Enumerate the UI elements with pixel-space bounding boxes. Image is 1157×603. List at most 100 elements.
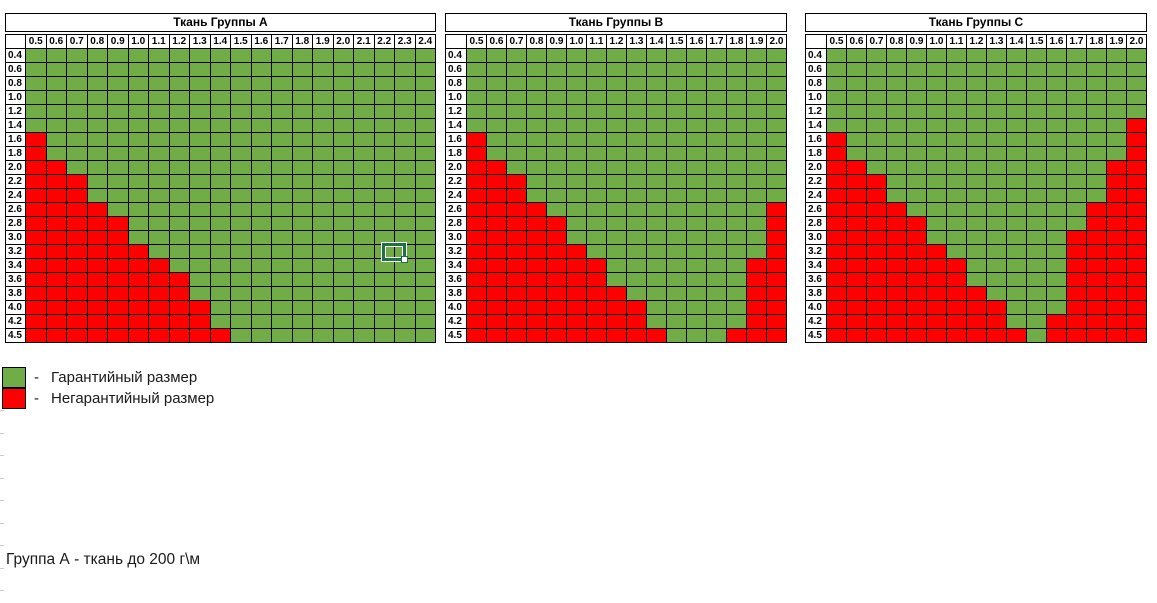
cell-nonguaranteed[interactable]	[826, 272, 847, 287]
cell-guaranteed[interactable]	[86, 104, 108, 119]
cell-guaranteed[interactable]	[66, 132, 88, 147]
cell-guaranteed[interactable]	[312, 216, 334, 231]
cell-guaranteed[interactable]	[966, 174, 987, 189]
cell-guaranteed[interactable]	[209, 300, 231, 315]
row-header[interactable]: 4.0	[805, 300, 827, 315]
row-header[interactable]: 2.6	[805, 202, 827, 217]
cell-nonguaranteed[interactable]	[866, 216, 887, 231]
cell-guaranteed[interactable]	[332, 104, 354, 119]
cell-guaranteed[interactable]	[271, 188, 293, 203]
cell-nonguaranteed[interactable]	[1126, 244, 1147, 259]
cell-guaranteed[interactable]	[168, 90, 190, 105]
cell-guaranteed[interactable]	[394, 174, 416, 189]
cell-guaranteed[interactable]	[1086, 104, 1107, 119]
cell-guaranteed[interactable]	[506, 132, 527, 147]
cell-guaranteed[interactable]	[626, 90, 647, 105]
cell-nonguaranteed[interactable]	[906, 286, 927, 301]
cell-guaranteed[interactable]	[546, 202, 567, 217]
col-header[interactable]: 2.2	[373, 34, 395, 49]
cell-guaranteed[interactable]	[127, 216, 149, 231]
cell-guaranteed[interactable]	[606, 132, 627, 147]
cell-nonguaranteed[interactable]	[45, 202, 67, 217]
row-header[interactable]: 2.4	[805, 188, 827, 203]
cell-nonguaranteed[interactable]	[546, 230, 567, 245]
cell-nonguaranteed[interactable]	[466, 258, 487, 273]
col-header[interactable]: 0.7	[866, 34, 887, 49]
cell-guaranteed[interactable]	[353, 48, 375, 63]
cell-guaranteed[interactable]	[1006, 90, 1027, 105]
cell-guaranteed[interactable]	[332, 230, 354, 245]
cell-guaranteed[interactable]	[168, 104, 190, 119]
cell-nonguaranteed[interactable]	[826, 286, 847, 301]
cell-guaranteed[interactable]	[586, 146, 607, 161]
cell-guaranteed[interactable]	[866, 160, 887, 175]
cell-guaranteed[interactable]	[271, 76, 293, 91]
cell-nonguaranteed[interactable]	[209, 328, 231, 343]
cell-guaranteed[interactable]	[189, 48, 211, 63]
cell-guaranteed[interactable]	[373, 90, 395, 105]
col-header[interactable]: 1.3	[189, 34, 211, 49]
cell-guaranteed[interactable]	[107, 48, 129, 63]
cell-guaranteed[interactable]	[230, 272, 252, 287]
cell-guaranteed[interactable]	[250, 104, 272, 119]
cell-guaranteed[interactable]	[1006, 286, 1027, 301]
cell-guaranteed[interactable]	[686, 132, 707, 147]
cell-guaranteed[interactable]	[1086, 132, 1107, 147]
cell-guaranteed[interactable]	[1066, 104, 1087, 119]
cell-nonguaranteed[interactable]	[746, 258, 767, 273]
cell-guaranteed[interactable]	[566, 160, 587, 175]
cell-guaranteed[interactable]	[291, 300, 313, 315]
cell-guaranteed[interactable]	[826, 62, 847, 77]
cell-nonguaranteed[interactable]	[906, 314, 927, 329]
cell-guaranteed[interactable]	[1006, 104, 1027, 119]
cell-guaranteed[interactable]	[546, 48, 567, 63]
cell-guaranteed[interactable]	[726, 76, 747, 91]
cell-guaranteed[interactable]	[766, 62, 787, 77]
cell-guaranteed[interactable]	[312, 230, 334, 245]
cell-guaranteed[interactable]	[486, 90, 507, 105]
cell-guaranteed[interactable]	[1026, 314, 1047, 329]
cell-guaranteed[interactable]	[373, 160, 395, 175]
cell-nonguaranteed[interactable]	[846, 258, 867, 273]
cell-guaranteed[interactable]	[1066, 216, 1087, 231]
col-header[interactable]: 2.1	[353, 34, 375, 49]
cell-guaranteed[interactable]	[209, 160, 231, 175]
cell-nonguaranteed[interactable]	[766, 272, 787, 287]
cell-nonguaranteed[interactable]	[866, 328, 887, 343]
cell-guaranteed[interactable]	[1046, 244, 1067, 259]
row-header[interactable]: 2.6	[445, 202, 467, 217]
cell-guaranteed[interactable]	[373, 76, 395, 91]
cell-guaranteed[interactable]	[706, 258, 727, 273]
cell-guaranteed[interactable]	[746, 90, 767, 105]
cell-guaranteed[interactable]	[189, 188, 211, 203]
cell-nonguaranteed[interactable]	[886, 216, 907, 231]
cell-nonguaranteed[interactable]	[966, 328, 987, 343]
cell-nonguaranteed[interactable]	[1106, 202, 1127, 217]
cell-nonguaranteed[interactable]	[466, 328, 487, 343]
cell-guaranteed[interactable]	[766, 90, 787, 105]
cell-guaranteed[interactable]	[946, 132, 967, 147]
cell-guaranteed[interactable]	[866, 62, 887, 77]
cell-guaranteed[interactable]	[250, 230, 272, 245]
cell-guaranteed[interactable]	[946, 160, 967, 175]
col-header[interactable]: 0.5	[826, 34, 847, 49]
cell-guaranteed[interactable]	[966, 230, 987, 245]
cell-nonguaranteed[interactable]	[746, 286, 767, 301]
cell-nonguaranteed[interactable]	[926, 244, 947, 259]
cell-guaranteed[interactable]	[1106, 118, 1127, 133]
cell-guaranteed[interactable]	[271, 216, 293, 231]
cell-nonguaranteed[interactable]	[127, 314, 149, 329]
cell-guaranteed[interactable]	[486, 118, 507, 133]
cell-guaranteed[interactable]	[986, 272, 1007, 287]
cell-guaranteed[interactable]	[66, 160, 88, 175]
cell-guaranteed[interactable]	[966, 146, 987, 161]
cell-guaranteed[interactable]	[986, 146, 1007, 161]
cell-guaranteed[interactable]	[946, 104, 967, 119]
cell-nonguaranteed[interactable]	[25, 146, 47, 161]
cell-guaranteed[interactable]	[230, 202, 252, 217]
cell-guaranteed[interactable]	[1086, 174, 1107, 189]
cell-nonguaranteed[interactable]	[526, 230, 547, 245]
cell-guaranteed[interactable]	[271, 230, 293, 245]
cell-nonguaranteed[interactable]	[826, 216, 847, 231]
cell-guaranteed[interactable]	[414, 244, 436, 259]
